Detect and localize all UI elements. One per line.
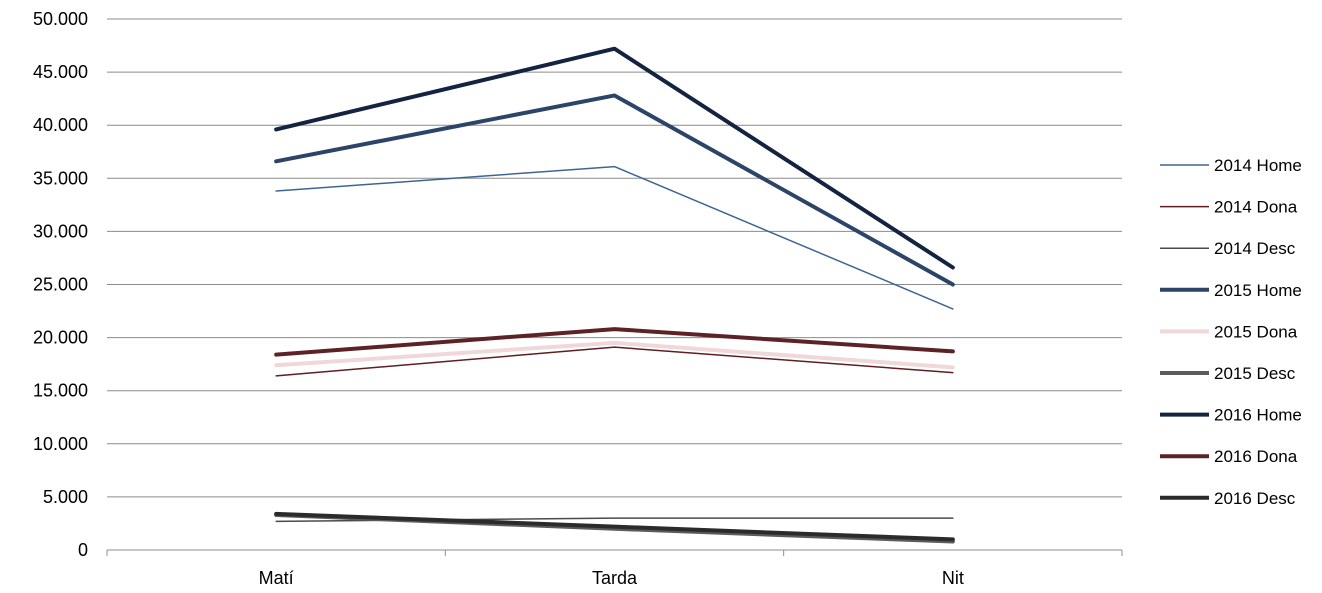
legend-label: 2014 Desc [1214, 239, 1296, 258]
legend-item: 2015 Home [1160, 281, 1302, 300]
x-tick-label: Nit [942, 568, 964, 588]
y-tick-label: 5.000 [43, 487, 88, 507]
legend-item: 2014 Desc [1160, 239, 1296, 258]
y-tick-label: 35.000 [33, 168, 88, 188]
legend-label: 2015 Home [1214, 281, 1302, 300]
y-tick-label: 30.000 [33, 221, 88, 241]
legend-label: 2014 Dona [1214, 198, 1298, 217]
legend-item: 2014 Dona [1160, 198, 1298, 217]
x-tick-label: Tarda [592, 568, 638, 588]
series-line-2015-dona [274, 340, 955, 370]
legend-label: 2016 Home [1214, 406, 1302, 425]
y-tick-label: 45.000 [33, 62, 88, 82]
axes [106, 549, 1123, 556]
legend-label: 2015 Dona [1214, 322, 1298, 341]
y-tick-label: 0 [78, 540, 88, 560]
y-tick-labels: 0 5.000 10.000 15.000 20.000 25.000 30.000 35.0… [33, 9, 88, 560]
y-tick-label: 15.000 [33, 381, 88, 401]
series-line-2014-home [275, 165, 954, 310]
series-line-2016-desc [274, 511, 955, 542]
y-tick-label: 25.000 [33, 275, 88, 295]
legend: 2014 Home 2014 Dona 2014 Desc 2015 Home 2015… [1160, 156, 1302, 508]
legend-item: 2015 Desc [1160, 364, 1296, 383]
legend-item: 2015 Dona [1160, 322, 1298, 341]
series-line-2014-dona [275, 346, 954, 377]
series-lines [274, 46, 955, 544]
y-tick-label: 20.000 [33, 328, 88, 348]
series-line-2016-dona [274, 327, 955, 357]
legend-label: 2016 Dona [1214, 447, 1298, 466]
legend-item: 2016 Desc [1160, 489, 1296, 508]
legend-label: 2015 Desc [1214, 364, 1296, 383]
legend-item: 2016 Home [1160, 406, 1302, 425]
y-tick-label: 10.000 [33, 434, 88, 454]
legend-label: 2014 Home [1214, 156, 1302, 175]
y-tick-label: 50.000 [33, 9, 88, 29]
series-line-2015-home [274, 93, 955, 287]
legend-label: 2016 Desc [1214, 489, 1296, 508]
y-tick-label: 40.000 [33, 115, 88, 135]
legend-item: 2014 Home [1160, 156, 1302, 175]
series-line-2016-home [274, 46, 955, 270]
x-tick-label: Matí [259, 568, 294, 588]
legend-item: 2016 Dona [1160, 447, 1298, 466]
x-tick-labels: Matí Tarda Nit [259, 568, 964, 588]
grid-lines [107, 18, 1122, 498]
